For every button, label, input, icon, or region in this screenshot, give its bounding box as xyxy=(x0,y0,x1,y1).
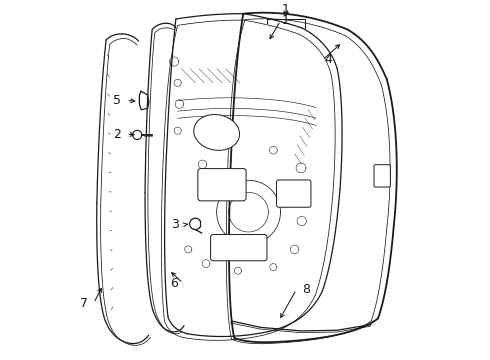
Text: 5: 5 xyxy=(113,94,121,107)
Text: 2: 2 xyxy=(113,128,121,141)
Ellipse shape xyxy=(194,114,240,150)
Text: 1: 1 xyxy=(282,3,290,16)
Text: 3: 3 xyxy=(172,218,179,231)
Text: 4: 4 xyxy=(324,53,332,66)
Text: 8: 8 xyxy=(302,283,310,296)
Text: 7: 7 xyxy=(80,297,88,310)
Text: 1: 1 xyxy=(282,14,290,27)
FancyBboxPatch shape xyxy=(198,168,246,201)
FancyBboxPatch shape xyxy=(374,165,391,187)
Text: 6: 6 xyxy=(170,276,178,289)
FancyBboxPatch shape xyxy=(276,180,311,207)
FancyBboxPatch shape xyxy=(211,234,267,261)
